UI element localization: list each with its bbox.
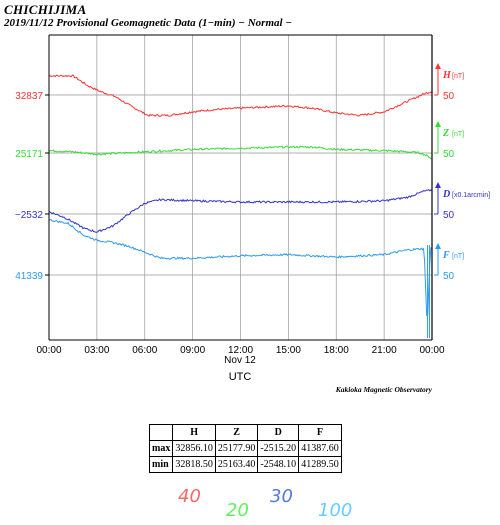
series-line-z — [48, 145, 433, 160]
scale-legend-h: 40 — [178, 486, 201, 507]
x-date-label: Nov 12 — [224, 355, 256, 366]
baseline-label-f: 41339 — [15, 271, 43, 282]
observatory-credit: Kakioka Magnetic Observatory — [335, 385, 433, 394]
series-unit-d: [x0.1arcmin] — [452, 192, 490, 199]
series-line-f — [48, 219, 433, 317]
x-tick-label: 06:00 — [132, 345, 157, 356]
series-name-d: D — [442, 189, 450, 200]
series-unit-h: [nT] — [452, 73, 464, 80]
x-tick-label: 18:00 — [324, 345, 349, 356]
series-name-z: Z — [442, 128, 449, 139]
series-unit-z: [nT] — [452, 131, 464, 138]
scale-legend-d: 30 — [270, 486, 293, 507]
scale-arrowhead — [435, 182, 441, 188]
scale-arrowhead — [435, 63, 441, 69]
station-title: CHICHIJIMA — [4, 2, 87, 17]
stats-cell: 41289.50 — [298, 456, 342, 473]
x-tick-label: 09:00 — [180, 345, 205, 356]
x-tick-label: 15:00 — [276, 345, 301, 356]
geomagnetic-chart: 00:00 03:00 06:00 09:00 12:00 15:00 18:00 21:00… — [15, 34, 490, 394]
chart-subtitle: 2019/11/12 Provisional Geomagnetic Data … — [4, 17, 292, 29]
scale-value-d: 50 — [443, 210, 455, 221]
stats-table: H Z D F max 32856.10 25177.90 -2515.20 4… — [148, 424, 342, 473]
stats-cell: 25163.40 — [214, 456, 259, 473]
stats-row-label: max — [148, 440, 174, 457]
x-tick-label: 21:00 — [372, 345, 397, 356]
x-tick-label: 03:00 — [84, 345, 109, 356]
series-unit-f: [nT] — [452, 253, 464, 260]
stats-cell: 32818.50 — [172, 456, 216, 473]
series-lines — [48, 74, 433, 338]
scale-arrowhead — [435, 121, 441, 127]
baseline-label-d: −2532 — [15, 210, 44, 221]
stats-corner — [148, 424, 174, 441]
baseline-label-h: 32837 — [15, 91, 43, 102]
stats-row-max: max 32856.10 25177.90 -2515.20 41387.60 — [148, 440, 342, 457]
x-tick-label: 00:00 — [36, 345, 61, 356]
stats-col-f: F — [298, 424, 342, 441]
axes — [45, 34, 441, 341]
grid — [49, 35, 432, 340]
series-name-h: H — [442, 70, 452, 81]
stats-cell: -2548.10 — [257, 456, 300, 473]
series-name-f: F — [442, 250, 450, 261]
stats-cell: 32856.10 — [172, 440, 216, 457]
stats-col-d: D — [257, 424, 300, 441]
scale-legend-f: 100 — [318, 500, 353, 521]
baseline-label-z: 25171 — [15, 149, 43, 160]
stats-header-row: H Z D F — [148, 424, 342, 441]
stats-cell: 41387.60 — [298, 440, 342, 457]
x-tick-label: 12:00 — [228, 345, 253, 356]
axis-labels: 00:00 03:00 06:00 09:00 12:00 15:00 18:00 21:00… — [15, 70, 490, 356]
scale-value-h: 50 — [443, 91, 455, 102]
scale-arrowhead — [435, 243, 441, 249]
scale-value-f: 50 — [443, 271, 455, 282]
stats-col-z: Z — [214, 424, 259, 441]
series-line-h — [48, 74, 433, 117]
x-axis-label: UTC — [229, 371, 252, 383]
x-tick-label: 00:00 — [419, 345, 444, 356]
scale-legend-z: 20 — [226, 500, 249, 521]
series-line-d — [48, 188, 433, 233]
stats-col-h: H — [172, 424, 216, 441]
scale-value-z: 50 — [443, 149, 455, 160]
stats-cell: 25177.90 — [214, 440, 259, 457]
stats-row-min: min 32818.50 25163.40 -2548.10 41289.50 — [148, 456, 342, 473]
stats-row-label: min — [148, 456, 174, 473]
stats-cell: -2515.20 — [257, 440, 300, 457]
